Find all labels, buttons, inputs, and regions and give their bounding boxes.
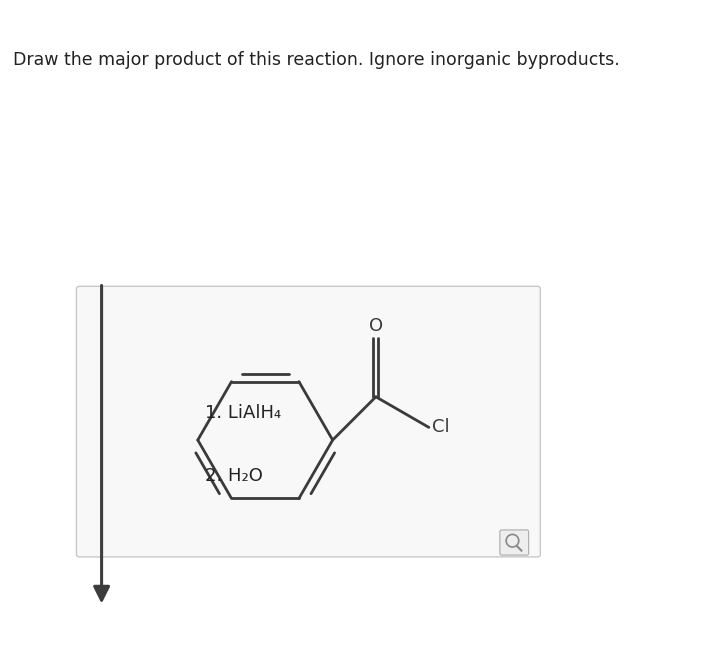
- Text: Cl: Cl: [431, 418, 449, 436]
- Text: O: O: [369, 317, 383, 335]
- FancyBboxPatch shape: [76, 286, 540, 557]
- Text: Draw the major product of this reaction. Ignore inorganic byproducts.: Draw the major product of this reaction.…: [13, 51, 619, 69]
- FancyBboxPatch shape: [500, 530, 529, 555]
- Text: 1. LiAlH₄: 1. LiAlH₄: [205, 404, 281, 422]
- Text: 2. H₂O: 2. H₂O: [205, 467, 263, 485]
